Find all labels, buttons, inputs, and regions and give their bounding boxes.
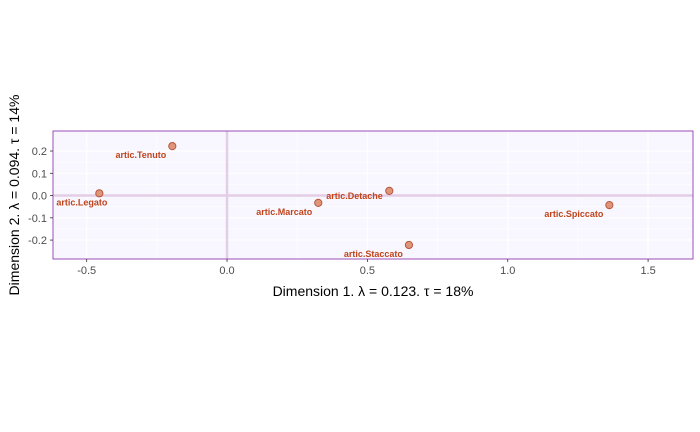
point-label: artic.Detache (326, 191, 383, 201)
y-tick-label: 0.0 (32, 191, 47, 203)
x-tick-label: -0.5 (77, 265, 96, 277)
data-point (95, 189, 104, 198)
data-point (168, 142, 177, 151)
point-label: artic.Spiccato (544, 209, 604, 219)
point-labels: artic.Tenuto artic.Legato artic.Detache art… (56, 150, 604, 259)
data-point (385, 186, 394, 195)
x-tick-label: 1.0 (500, 265, 515, 277)
x-tick-label: 1.5 (640, 265, 655, 277)
x-tick-label: 0.0 (219, 265, 234, 277)
plot-panel-border (52, 130, 694, 260)
data-point (605, 201, 614, 210)
y-tick-label: 0.2 (32, 146, 47, 158)
point-label: artic.Legato (56, 197, 108, 207)
point-label: artic.Tenuto (115, 150, 166, 160)
point-label: artic.Staccato (344, 249, 404, 259)
x-axis-title: Dimension 1. λ = 0.123. τ = 18% (273, 283, 474, 299)
y-axis-ticks: 0.2 0.1 0.0 -0.1 -0.2 (28, 146, 53, 247)
y-tick-label: -0.1 (28, 213, 47, 225)
data-point (404, 240, 414, 250)
data-point (314, 198, 323, 208)
x-tick-label: 0.5 (360, 265, 375, 277)
y-tick-label: -0.2 (28, 235, 47, 247)
y-axis-title: Dimension 2. λ = 0.094. τ = 14% (6, 95, 22, 296)
x-axis-ticks: -0.5 0.0 0.5 1.0 1.5 (77, 259, 656, 277)
data-points (95, 142, 614, 250)
y-tick-label: 0.1 (32, 168, 47, 180)
point-label: artic.Marcato (256, 207, 313, 217)
